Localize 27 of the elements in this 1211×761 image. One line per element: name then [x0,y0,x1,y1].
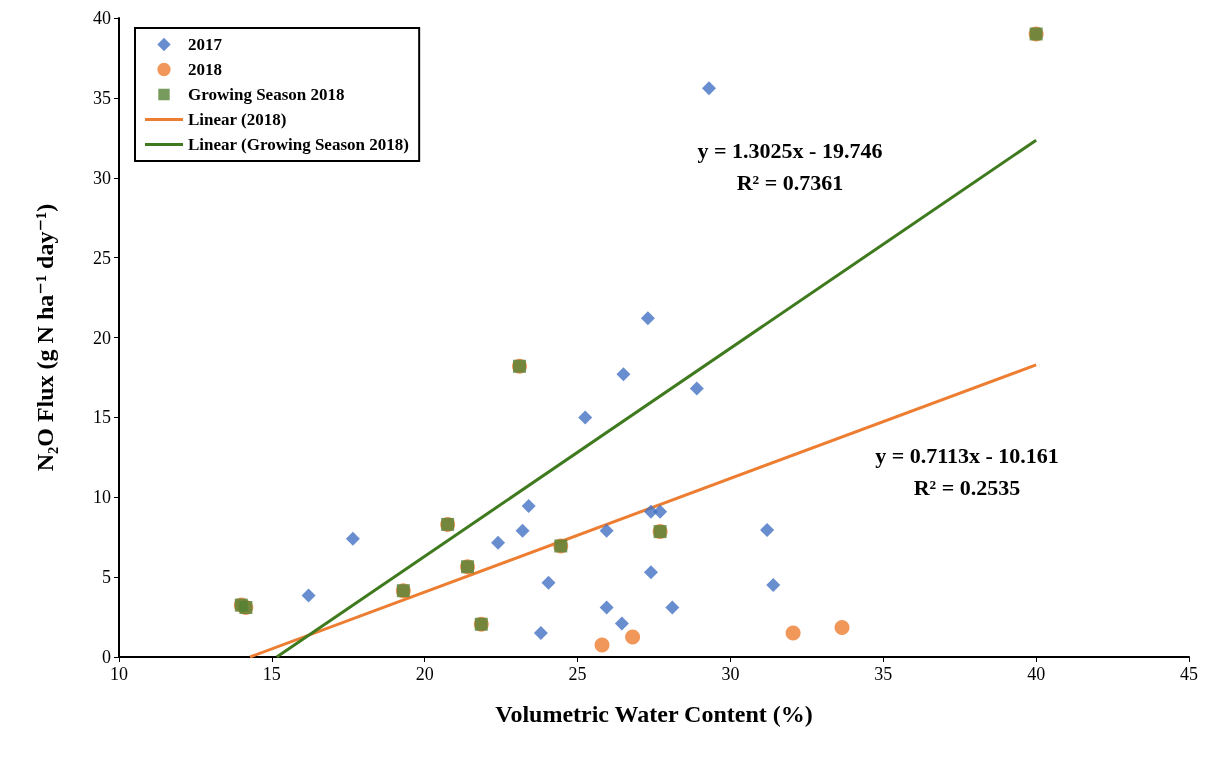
y-tick-label: 25 [93,247,111,268]
annotation: R² = 0.7361 [736,169,844,195]
x-tick-label: 20 [415,664,434,684]
y-tick-label: 35 [93,87,111,108]
y-tick-label: 5 [102,567,111,588]
x-tick-label: 15 [262,664,281,684]
y-tick-label: 0 [102,647,111,667]
x-tick-label: 25 [568,664,587,684]
annotation: y = 1.3025x - 19.746 [697,137,883,163]
x-tick-label: 40 [1027,664,1046,684]
y-tick-label: 10 [93,487,111,508]
y-tick-label: 20 [93,327,111,348]
y-tick-label: 40 [93,8,111,28]
x-tick-label: 35 [874,664,893,684]
annotation: R² = 0.2535 [913,474,1021,500]
y-axis-title: N₂O Flux (g N ha⁻¹ day⁻¹) [32,203,58,472]
legend-label: Linear (2018) [188,110,287,129]
y-tick-label: 30 [93,167,111,188]
legend-label: 2017 [188,35,223,54]
x-tick-label: 45 [1180,664,1198,684]
legend-label: 2018 [188,60,222,79]
x-tick-label: 30 [721,664,740,684]
legend-label: Growing Season 2018 [188,85,345,104]
y-tick-label: 15 [93,407,111,428]
legend-label: Linear (Growing Season 2018) [188,135,409,154]
x-axis-title: Volumetric Water Content (%) [495,701,813,727]
annotation: y = 0.7113x - 10.161 [875,442,1059,468]
